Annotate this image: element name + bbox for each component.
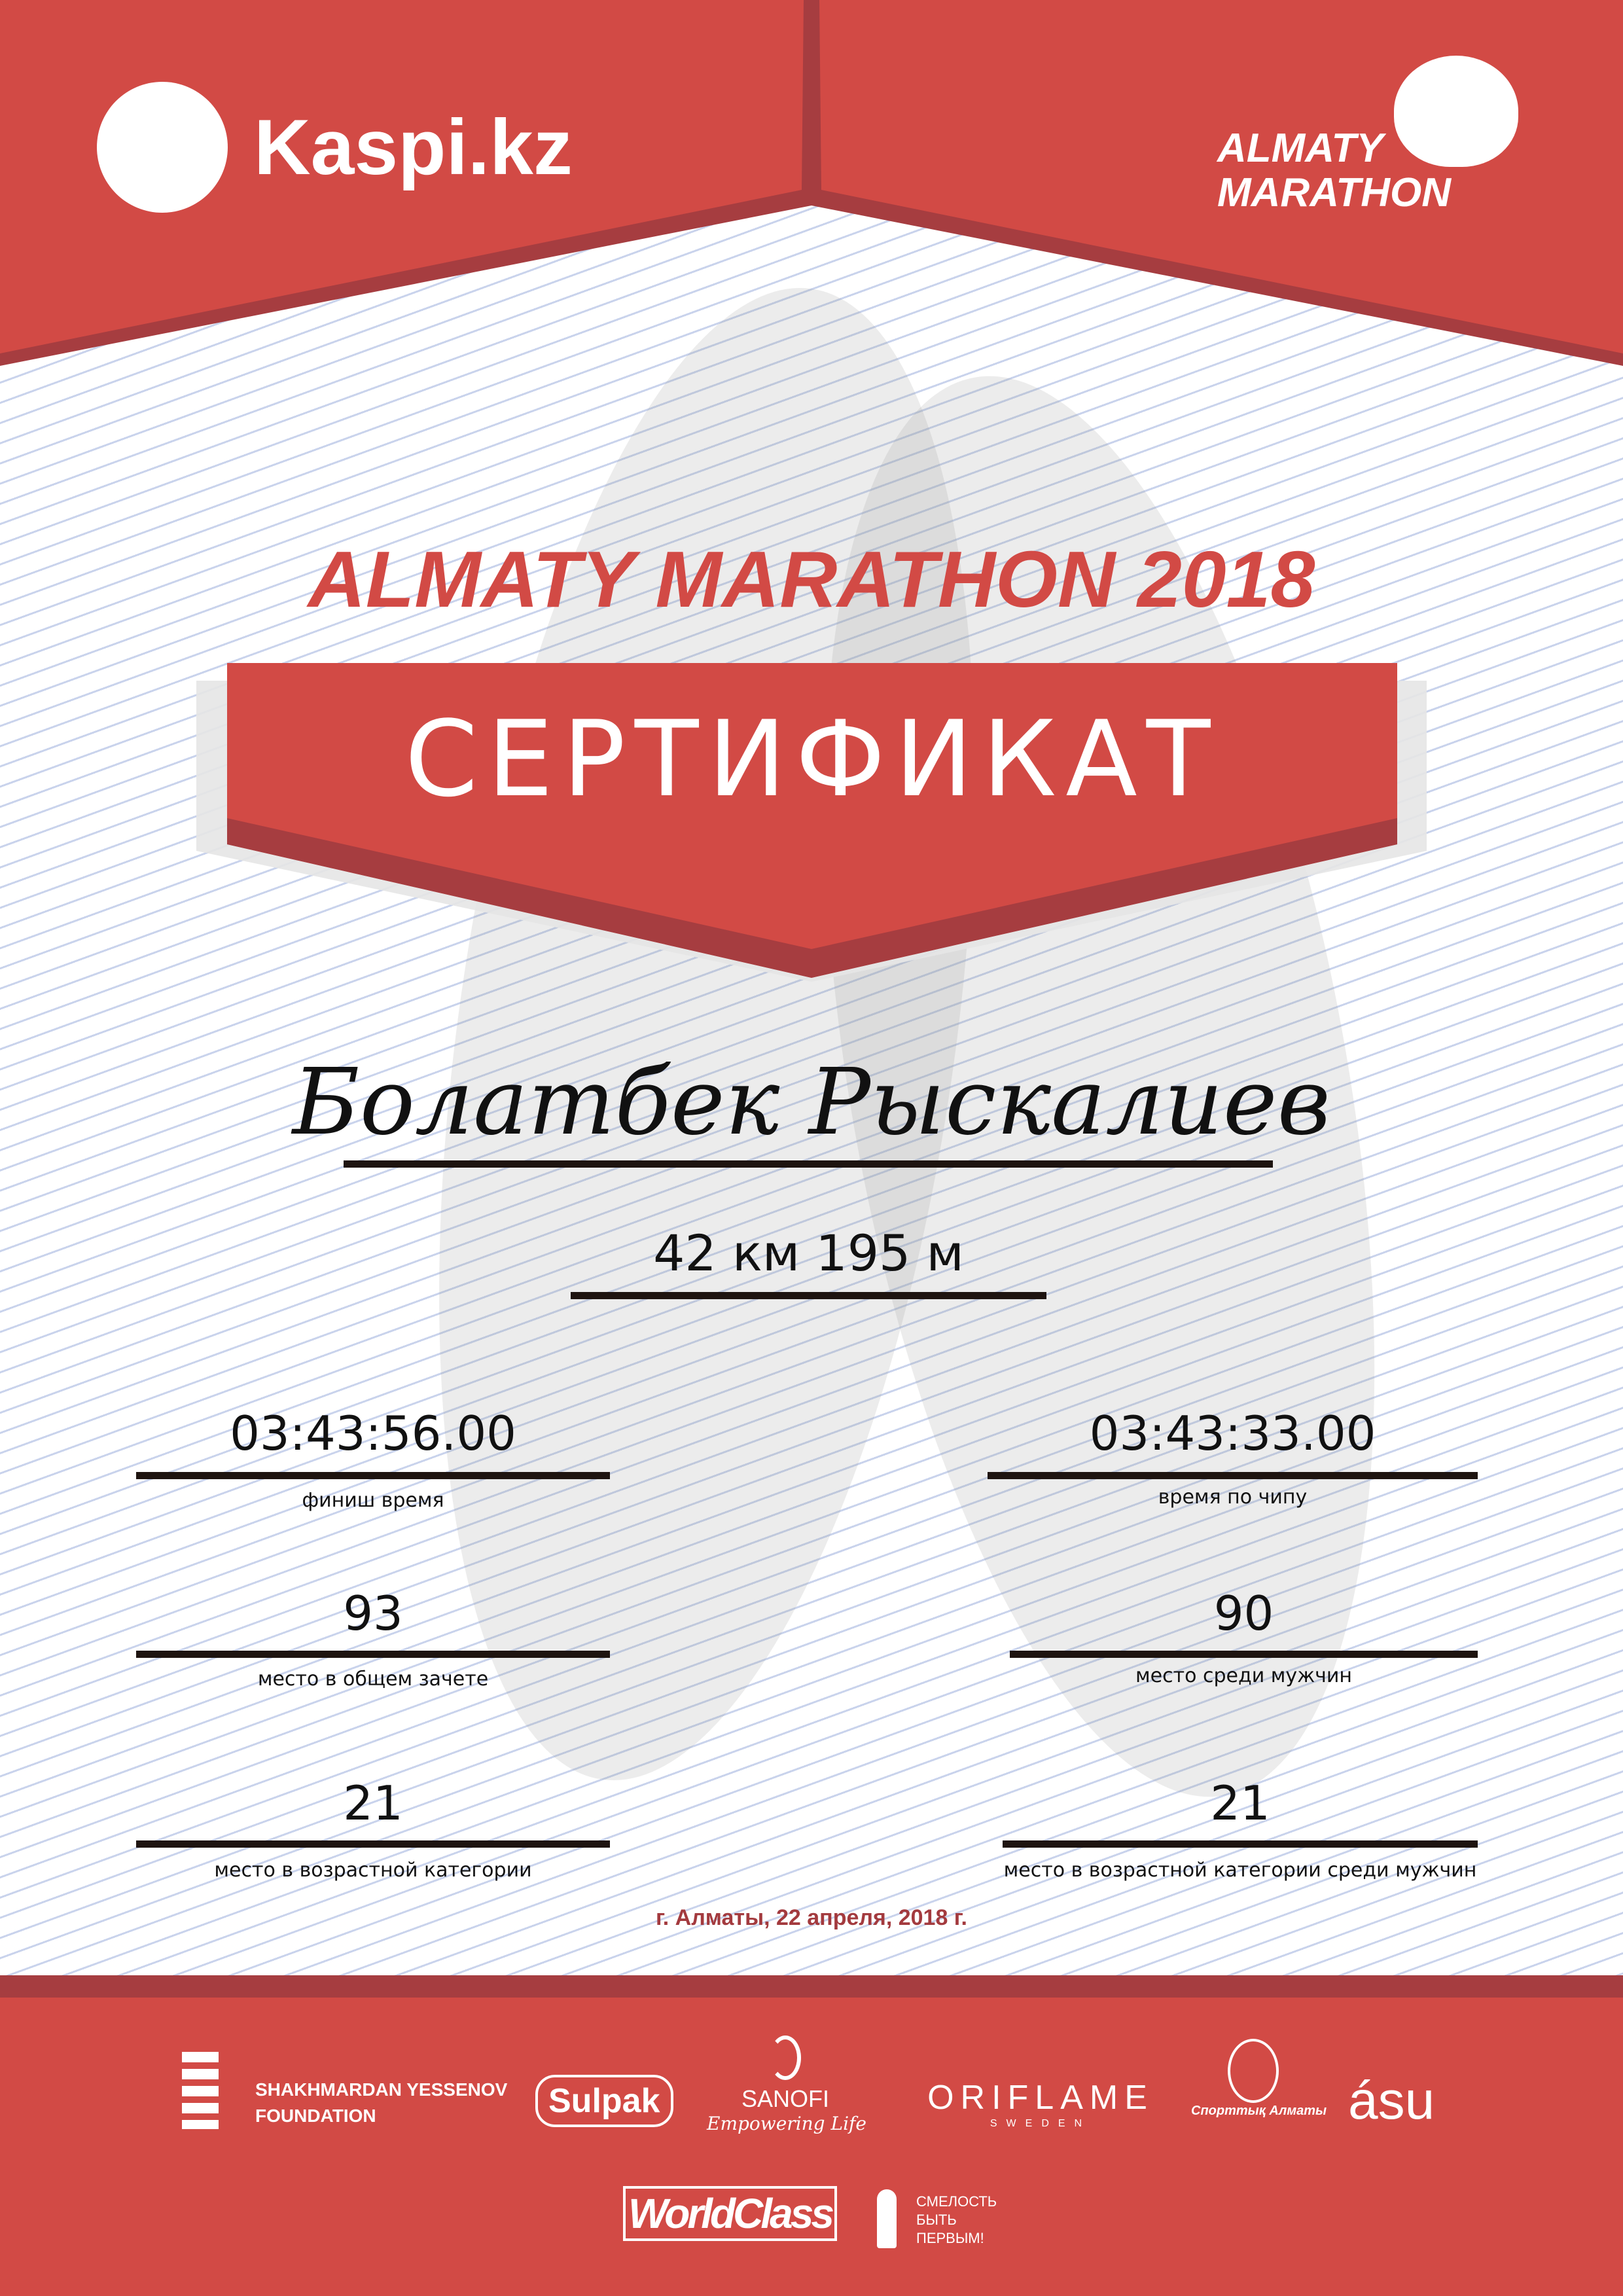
sponsors-footer — [0, 1998, 1623, 2296]
distance-underline — [571, 1292, 1046, 1299]
line-pattern-background — [0, 0, 1623, 1977]
distance: 42 км 195 м — [653, 1224, 964, 1282]
certificate-title: СЕРТИФИКАТ — [404, 698, 1220, 820]
age-gender-place-value: 21 — [1210, 1776, 1270, 1831]
age-gender-place-line — [1003, 1840, 1478, 1848]
worldclass-logo: WorldClass — [623, 2186, 837, 2241]
smelost-logo: СМЕЛОСТЬ БЫТЬ ПЕРВЫМ! — [864, 2176, 1021, 2261]
finish-time-label: финиш время — [302, 1489, 444, 1512]
yessenov-icon — [182, 2052, 219, 2129]
overall-place-line — [136, 1651, 610, 1658]
gender-place-label: место среди мужчин — [1135, 1664, 1352, 1687]
footer-top-band — [0, 1975, 1623, 1998]
sulpak-logo: Sulpak — [535, 2075, 673, 2127]
sport-almaty-text: Спорттық Алматы — [1191, 2104, 1327, 2118]
age-place-value: 21 — [343, 1776, 403, 1831]
age-place-line — [136, 1840, 610, 1848]
chip-time-label: время по чипу — [1158, 1486, 1308, 1509]
kaspi-wordmark: Kaspi.kz — [254, 103, 573, 191]
sanofi-wordmark: SANOFI — [741, 2085, 829, 2112]
finish-time-line — [136, 1472, 610, 1479]
gender-place-value: 90 — [1213, 1586, 1274, 1641]
kaspi-icon — [97, 82, 228, 213]
smelost-figure-icon — [877, 2189, 897, 2248]
smelost-line-1: СМЕЛОСТЬ — [916, 2193, 997, 2210]
sanofi-icon — [770, 2036, 801, 2080]
kaspi-logo: Kaspi.kz — [97, 82, 573, 213]
runner-icon — [1394, 56, 1518, 167]
oriflame-logo: ORIFLAME SWEDEN — [910, 2078, 1171, 2130]
yessenov-line-2: FOUNDATION — [255, 2106, 376, 2126]
sport-almaty-logo: Спорттық Алматы — [1191, 2039, 1327, 2119]
name-underline — [344, 1160, 1273, 1168]
oriflame-sub: SWEDEN — [990, 2118, 1092, 2129]
logo-line-2: MARATHON — [1217, 170, 1452, 215]
chip-time-value: 03:43:33.00 — [1089, 1406, 1376, 1461]
logo-line-1: ALMATY — [1217, 126, 1383, 171]
age-gender-place-label: место в возрастной категории среди мужчи… — [1003, 1859, 1477, 1882]
smelost-line-2: БЫТЬ — [916, 2212, 957, 2228]
sport-almaty-emblem — [1228, 2039, 1279, 2103]
yessenov-line-1: SHAKHMARDAN YESSENOV — [255, 2079, 508, 2100]
event-title: ALMATY MARATHON 2018 — [308, 535, 1315, 624]
date-line: г. Алматы, 22 апреля, 2018 г. — [656, 1905, 967, 1930]
finish-time-value: 03:43:56.00 — [230, 1406, 516, 1461]
overall-place-value: 93 — [343, 1586, 403, 1641]
oriflame-wordmark: ORIFLAME — [927, 2079, 1154, 2117]
age-place-label: место в возрастной категории — [214, 1859, 532, 1882]
yessenov-logo: SHAKHMARDAN YESSENOV FOUNDATION — [182, 2052, 507, 2130]
asu-logo: ásu — [1348, 2071, 1435, 2130]
participant-name: Болатбек Рыскалиев — [292, 1049, 1331, 1156]
gender-place-line — [1010, 1651, 1478, 1658]
chip-time-line — [988, 1472, 1478, 1479]
sanofi-tagline: Empowering Life — [707, 2113, 866, 2134]
sanofi-logo: SANOFI Empowering Life — [707, 2036, 866, 2135]
almaty-marathon-logo: ALMATY MARATHON — [1211, 56, 1525, 215]
overall-place-label: место в общем зачете — [257, 1668, 489, 1691]
smelost-line-3: ПЕРВЫМ! — [916, 2230, 984, 2246]
